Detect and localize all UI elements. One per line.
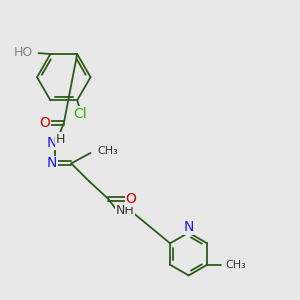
Text: H: H	[56, 133, 65, 146]
Text: O: O	[39, 116, 50, 130]
Text: O: O	[125, 192, 136, 206]
Text: HO: HO	[13, 46, 33, 59]
Text: CH₃: CH₃	[225, 260, 246, 270]
Text: CH₃: CH₃	[98, 146, 118, 157]
Text: N: N	[47, 136, 57, 150]
Text: N: N	[184, 220, 194, 234]
Text: Cl: Cl	[73, 107, 87, 121]
Text: NH: NH	[116, 204, 134, 218]
Text: N: N	[47, 156, 57, 170]
